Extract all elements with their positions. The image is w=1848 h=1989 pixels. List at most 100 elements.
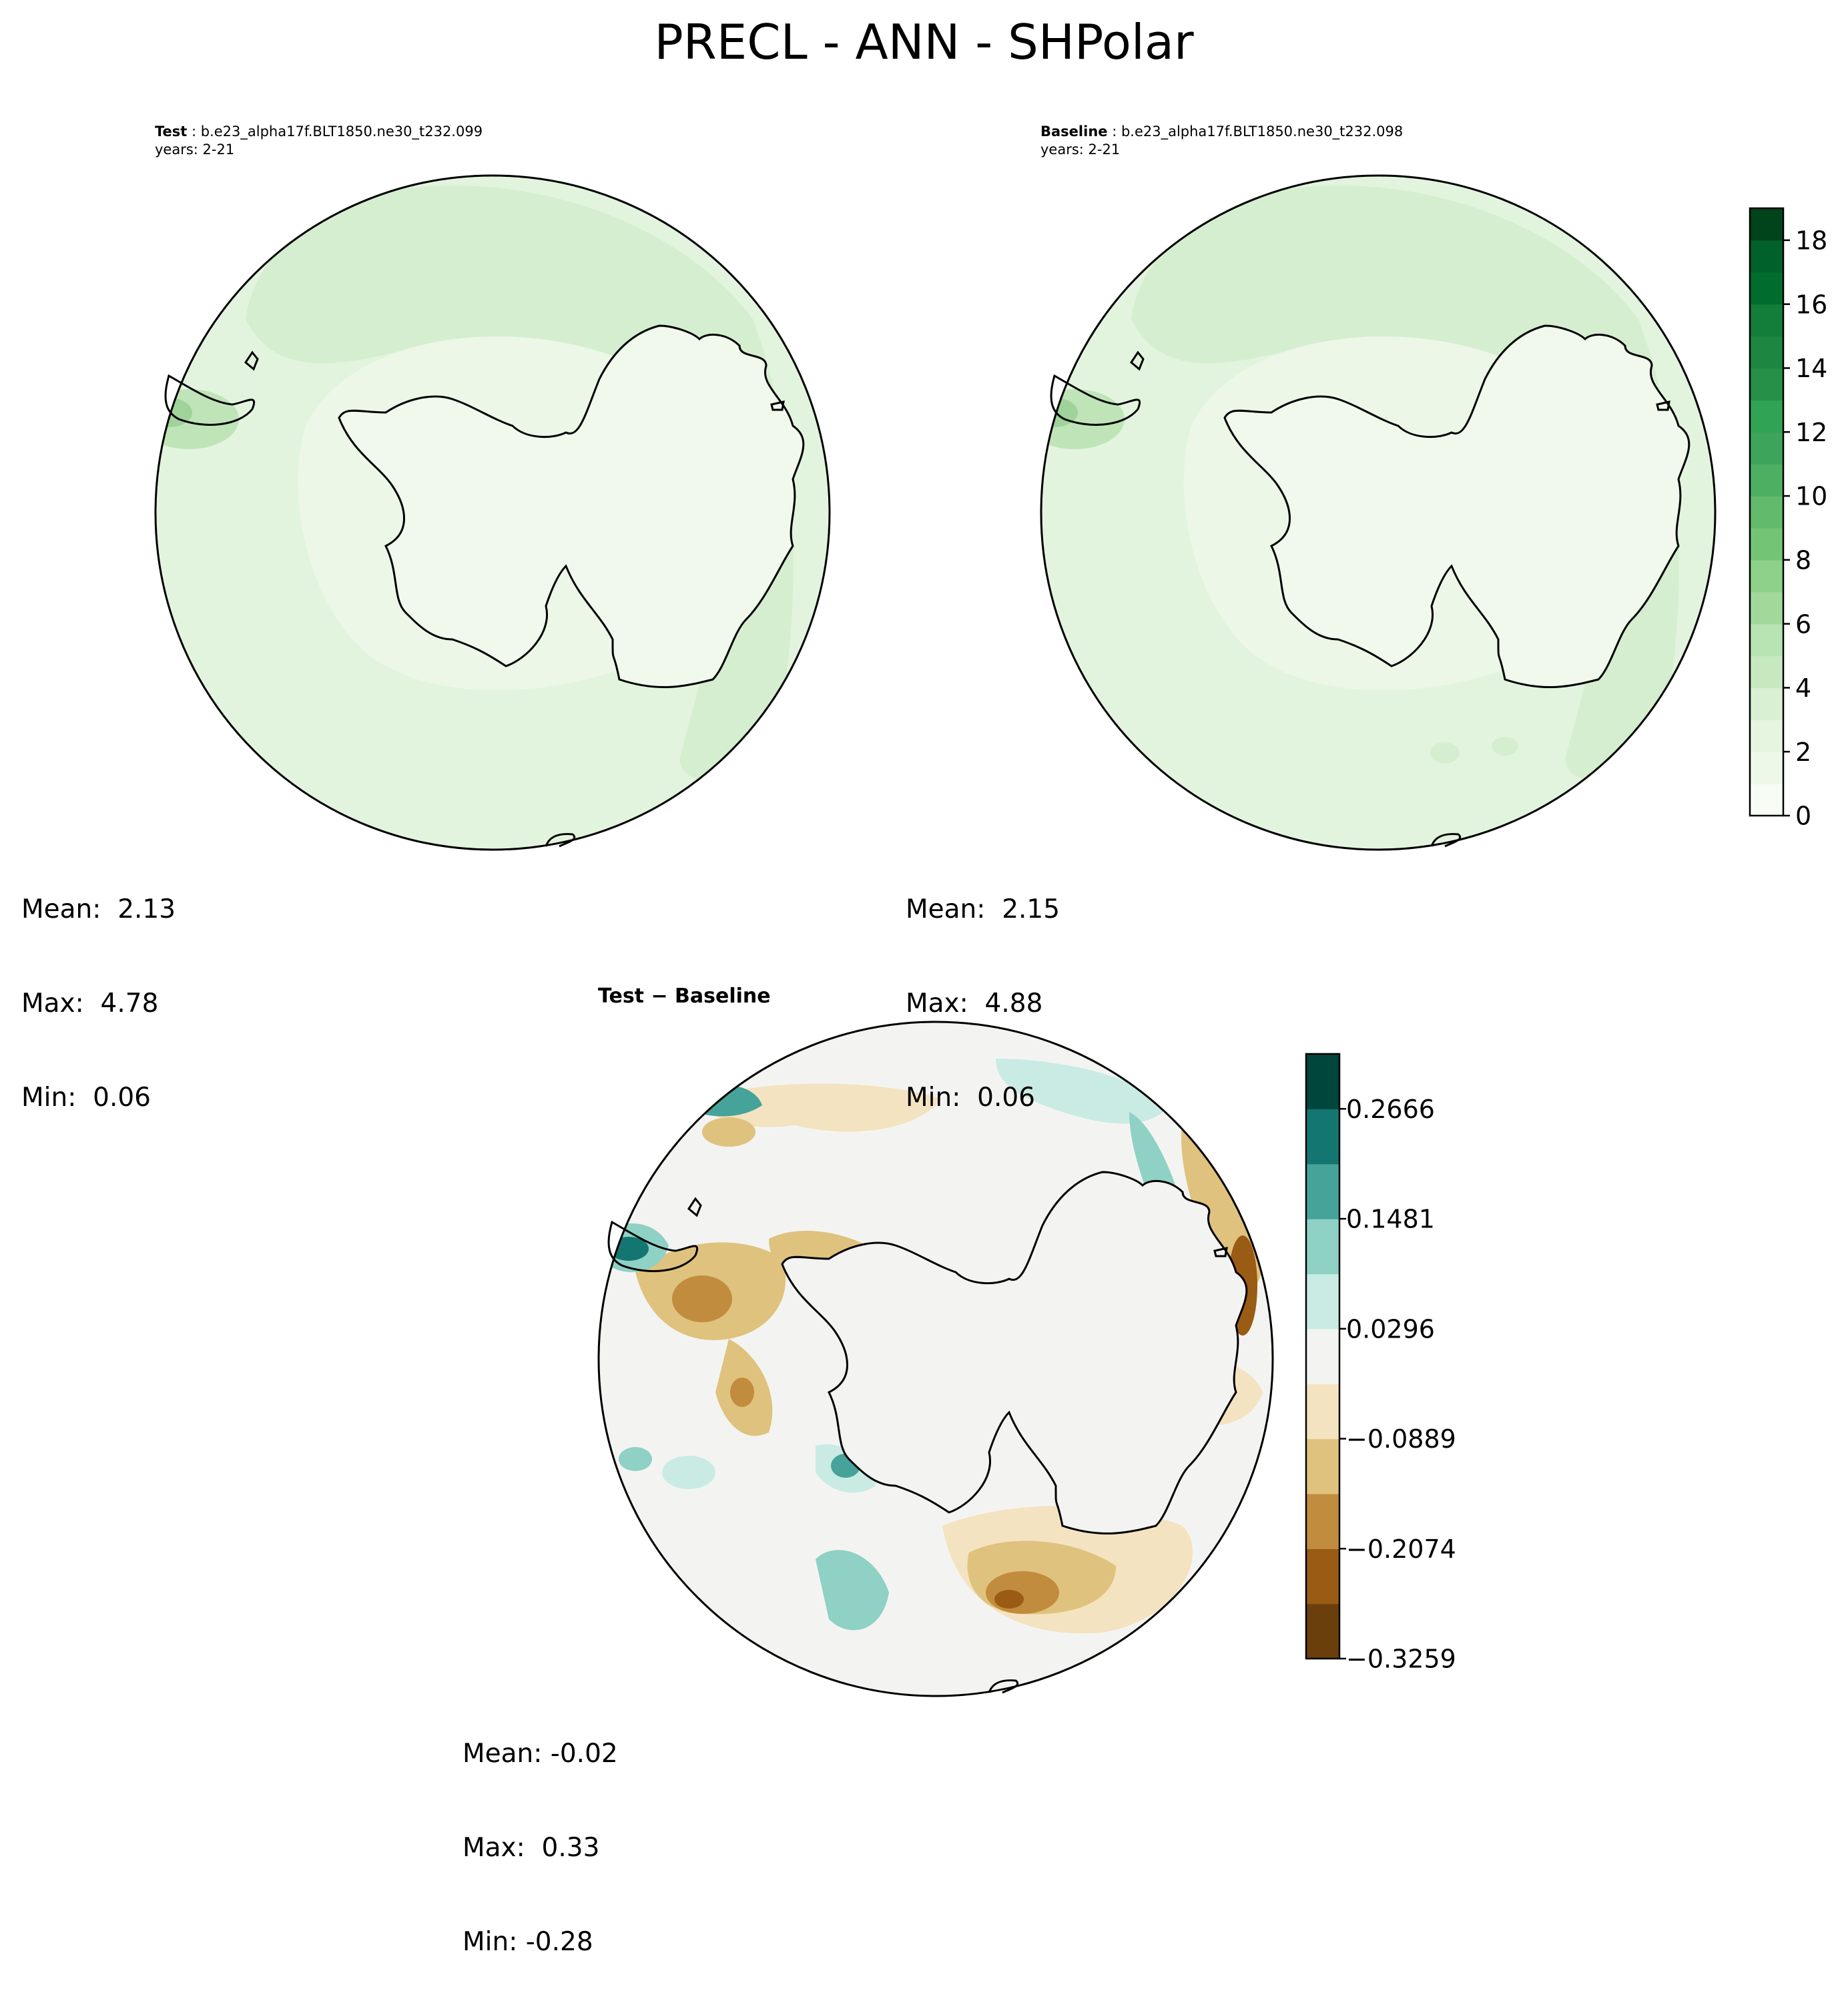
diff-colorbar-tick-label: −0.3259 bbox=[1346, 1645, 1456, 1672]
main-colorbar-segment bbox=[1750, 527, 1783, 561]
main-colorbar-frame bbox=[1749, 207, 1785, 817]
baseline-antarctica-coastline bbox=[1223, 324, 1690, 688]
diff-patch-west-teal-core bbox=[619, 1447, 652, 1471]
main-colorbar-segment bbox=[1750, 559, 1783, 593]
test-label: Test bbox=[155, 123, 188, 139]
diff-colorbar-segment bbox=[1306, 1384, 1339, 1440]
baseline-map bbox=[1040, 174, 1717, 851]
test-map bbox=[154, 174, 831, 851]
main-colorbar-segment bbox=[1750, 336, 1783, 369]
diff-colorbar-segment bbox=[1306, 1438, 1339, 1494]
baseline-years: years: 2-21 bbox=[1040, 141, 1121, 158]
diff-panel-title: Test − Baseline bbox=[598, 984, 771, 1008]
diff-patch-north bbox=[695, 1083, 942, 1132]
test-falkland-coastline bbox=[244, 350, 259, 371]
diff-min: Min: -0.28 bbox=[463, 1927, 593, 1957]
main-colorbar-segment bbox=[1750, 400, 1783, 433]
baseline-max: Max: 4.88 bbox=[906, 988, 1043, 1019]
diff-mean: Mean: -0.02 bbox=[463, 1739, 618, 1769]
main-colorbar-segment bbox=[1750, 208, 1783, 241]
diff-colorbar-frame bbox=[1305, 1053, 1341, 1660]
main-colorbar-segment bbox=[1750, 240, 1783, 273]
diff-colorbar-segment bbox=[1306, 1493, 1339, 1549]
diff-map bbox=[597, 1021, 1274, 1697]
main-colorbar-segment bbox=[1750, 687, 1783, 720]
diff-patch-south-core bbox=[986, 1571, 1059, 1614]
test-map-boundary bbox=[154, 174, 831, 851]
baseline-australia-coastline bbox=[1430, 833, 1461, 848]
diff-patch-west-core bbox=[672, 1275, 732, 1322]
diff-patch-west-teal bbox=[662, 1456, 715, 1489]
diff-patch-north-core bbox=[702, 1117, 755, 1147]
main-colorbar-tick-label: 0 bbox=[1795, 802, 1811, 831]
baseline-min: Min: 0.06 bbox=[906, 1083, 1035, 1113]
baseline-island-coastline bbox=[1656, 400, 1670, 411]
diff-colorbar-tick-label: −0.2074 bbox=[1346, 1534, 1456, 1564]
main-colorbar: 0 2 4 6 8 10 12 14 16 18 bbox=[1749, 207, 1827, 831]
diff-max: Max: 0.33 bbox=[463, 1833, 600, 1863]
main-colorbar-segment bbox=[1750, 272, 1783, 305]
main-colorbar-segment bbox=[1750, 655, 1783, 689]
diff-patch-south-peak bbox=[994, 1590, 1024, 1609]
diff-antarctica-coastline bbox=[781, 1171, 1248, 1534]
main-colorbar-segment bbox=[1750, 752, 1783, 784]
diff-south-america-coastline bbox=[607, 1220, 699, 1272]
main-colorbar-tick-label: 6 bbox=[1795, 609, 1811, 639]
main-colorbar-tick-label: 18 bbox=[1795, 226, 1827, 256]
main-colorbar-segment bbox=[1750, 432, 1783, 465]
diff-colorbar-segment bbox=[1306, 1603, 1339, 1659]
test-max: Max: 4.78 bbox=[21, 988, 159, 1019]
diff-colorbar-segment bbox=[1306, 1163, 1339, 1219]
test-years: years: 2-21 bbox=[155, 141, 235, 158]
main-colorbar-tick-label: 10 bbox=[1795, 482, 1827, 511]
diff-stats: Mean: -0.02 Max: 0.33 Min: -0.28 bbox=[463, 1675, 618, 1989]
diff-colorbar-segment bbox=[1306, 1219, 1339, 1275]
baseline-label: Baseline bbox=[1040, 123, 1108, 139]
diff-patch-north-teal bbox=[996, 1059, 1169, 1124]
diff-patch-sw-core bbox=[730, 1378, 754, 1407]
baseline-stats: Mean: 2.15 Max: 4.88 Min: 0.06 bbox=[906, 831, 1060, 1145]
diff-colorbar-tick-label: 0.2666 bbox=[1346, 1095, 1435, 1124]
main-colorbar-tick-label: 14 bbox=[1795, 354, 1827, 383]
diff-patch-south-teal bbox=[816, 1550, 889, 1631]
main-colorbar-segment bbox=[1750, 720, 1783, 752]
baseline-panel-header: Baseline : b.e23_alpha17f.BLT1850.ne30_t… bbox=[1040, 123, 1403, 159]
main-colorbar-tick-label: 2 bbox=[1795, 738, 1811, 767]
baseline-case-name: : b.e23_alpha17f.BLT1850.ne30_t232.098 bbox=[1107, 123, 1404, 139]
main-colorbar-segment bbox=[1750, 784, 1783, 816]
diff-colorbar: 0.2666 0.1481 0.0296 −0.0889 −0.2074 −0.3259 bbox=[1305, 1053, 1456, 1672]
baseline-map-boundary bbox=[1040, 174, 1717, 851]
main-colorbar-tick-label: 12 bbox=[1795, 418, 1827, 447]
test-case-name: : b.e23_alpha17f.BLT1850.ne30_t232.099 bbox=[187, 123, 483, 139]
diff-colorbar-segment bbox=[1306, 1328, 1339, 1384]
test-min: Min: 0.06 bbox=[21, 1083, 151, 1113]
diff-colorbar-tick-label: 0.1481 bbox=[1346, 1205, 1435, 1234]
test-australia-coastline bbox=[545, 833, 575, 848]
main-colorbar-segment bbox=[1750, 464, 1783, 497]
diff-colorbar-segment bbox=[1306, 1109, 1339, 1165]
diff-colorbar-tick-label: 0.0296 bbox=[1346, 1314, 1435, 1344]
baseline-field-spot-a bbox=[1430, 742, 1460, 764]
test-stats: Mean: 2.13 Max: 4.78 Min: 0.06 bbox=[21, 831, 176, 1145]
diff-colorbar-segment bbox=[1306, 1054, 1339, 1109]
diff-map-boundary bbox=[597, 1021, 1274, 1697]
main-colorbar-tick-label: 4 bbox=[1795, 673, 1811, 703]
diff-australia-coastline bbox=[988, 1679, 1018, 1694]
test-island-coastline bbox=[770, 400, 785, 411]
diff-colorbar-segment bbox=[1306, 1273, 1339, 1330]
main-colorbar-tick-label: 16 bbox=[1795, 290, 1827, 319]
diff-colorbar-segment bbox=[1306, 1548, 1339, 1605]
diff-island-coastline bbox=[1213, 1247, 1228, 1257]
baseline-mean: Mean: 2.15 bbox=[906, 894, 1060, 924]
main-colorbar-tick-label: 8 bbox=[1795, 546, 1811, 575]
diff-falkland-coastline bbox=[687, 1197, 702, 1217]
test-south-america-coastline bbox=[164, 374, 256, 426]
figure-title: PRECL - ANN - SHPolar bbox=[654, 14, 1194, 70]
main-colorbar-segment bbox=[1750, 496, 1783, 529]
main-colorbar-segment bbox=[1750, 304, 1783, 337]
baseline-falkland-coastline bbox=[1130, 350, 1145, 371]
baseline-south-america-coastline bbox=[1050, 374, 1141, 426]
baseline-field-spot-b bbox=[1492, 737, 1518, 756]
test-panel-header: Test : b.e23_alpha17f.BLT1850.ne30_t232.… bbox=[155, 123, 483, 159]
diff-colorbar-tick-label: −0.0889 bbox=[1346, 1424, 1456, 1454]
